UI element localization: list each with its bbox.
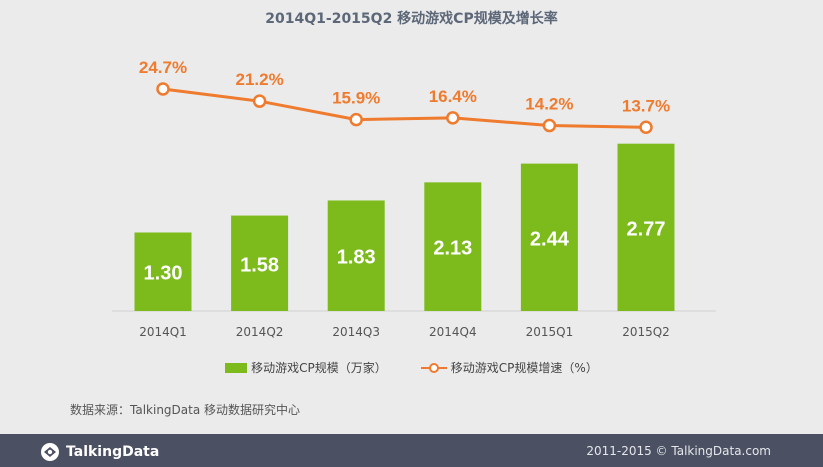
data-source-note: 数据来源：TalkingData 移动数据研究中心	[70, 403, 301, 417]
footer-bar: TalkingData 2011-2015 © TalkingData.com	[0, 434, 823, 467]
x-tick-label: 2015Q1	[526, 325, 574, 339]
x-tick-label: 2014Q1	[139, 325, 187, 339]
bar-value-label: 2.13	[433, 238, 472, 260]
bar-2015Q1	[520, 163, 578, 311]
legend-item-line: 移动游戏CP规模增速（%）	[420, 359, 598, 376]
x-tick-label: 2015Q2	[622, 325, 670, 339]
x-tick-label: 2014Q4	[429, 325, 477, 339]
x-tick-label: 2014Q2	[236, 325, 284, 339]
bar-2014Q2	[231, 215, 289, 311]
bar-value-label: 2.77	[627, 218, 666, 240]
legend-bar-swatch	[225, 362, 248, 373]
legend-line-swatch	[420, 362, 447, 374]
growth-value-label: 14.2%	[525, 95, 573, 114]
legend-bar-label: 移动游戏CP规模（万家）	[251, 361, 387, 375]
growth-rate-line	[162, 87, 647, 129]
bar-value-label: 1.58	[240, 254, 279, 276]
bar-value-label: 1.30	[144, 263, 183, 285]
chart-legend: 移动游戏CP规模（万家） 移动游戏CP规模增速（%）	[0, 359, 823, 376]
growth-point	[639, 120, 653, 135]
growth-point	[542, 118, 557, 133]
brand-name: TalkingData	[66, 444, 160, 460]
growth-point	[156, 82, 170, 96]
x-tick-label: 2014Q3	[332, 325, 380, 339]
bar-2014Q4	[424, 182, 482, 311]
brand-logo: TalkingData	[40, 442, 159, 462]
growth-value-label: 21.2%	[235, 70, 283, 89]
chart-canvas: 1.30 2014Q1 1.58 2014Q2 1.83 2014Q3 2.13 2014Q4…	[112, 58, 716, 339]
growth-value-label: 15.9%	[332, 89, 380, 108]
bar-2015Q2	[617, 143, 675, 311]
growth-point	[349, 112, 363, 127]
legend-item-bar: 移动游戏CP规模（万家）	[225, 359, 387, 376]
bar-2014Q3	[327, 200, 385, 311]
legend-line-label: 移动游戏CP规模增速（%）	[450, 361, 598, 375]
bar-value-label: 2.44	[530, 228, 570, 250]
growth-point	[252, 94, 267, 108]
growth-value-label: 24.7%	[139, 58, 187, 77]
growth-value-label: 13.7%	[622, 96, 670, 115]
chart-title: 2014Q1-2015Q2 移动游戏CP规模及增长率	[265, 11, 558, 27]
copyright-text: 2011-2015 © TalkingData.com	[586, 444, 771, 458]
talkingdata-logo-icon	[41, 443, 59, 461]
bar-2014Q1	[134, 232, 192, 311]
bar-value-label: 1.83	[337, 247, 376, 269]
growth-value-label: 16.4%	[429, 87, 477, 106]
growth-point	[446, 111, 460, 125]
